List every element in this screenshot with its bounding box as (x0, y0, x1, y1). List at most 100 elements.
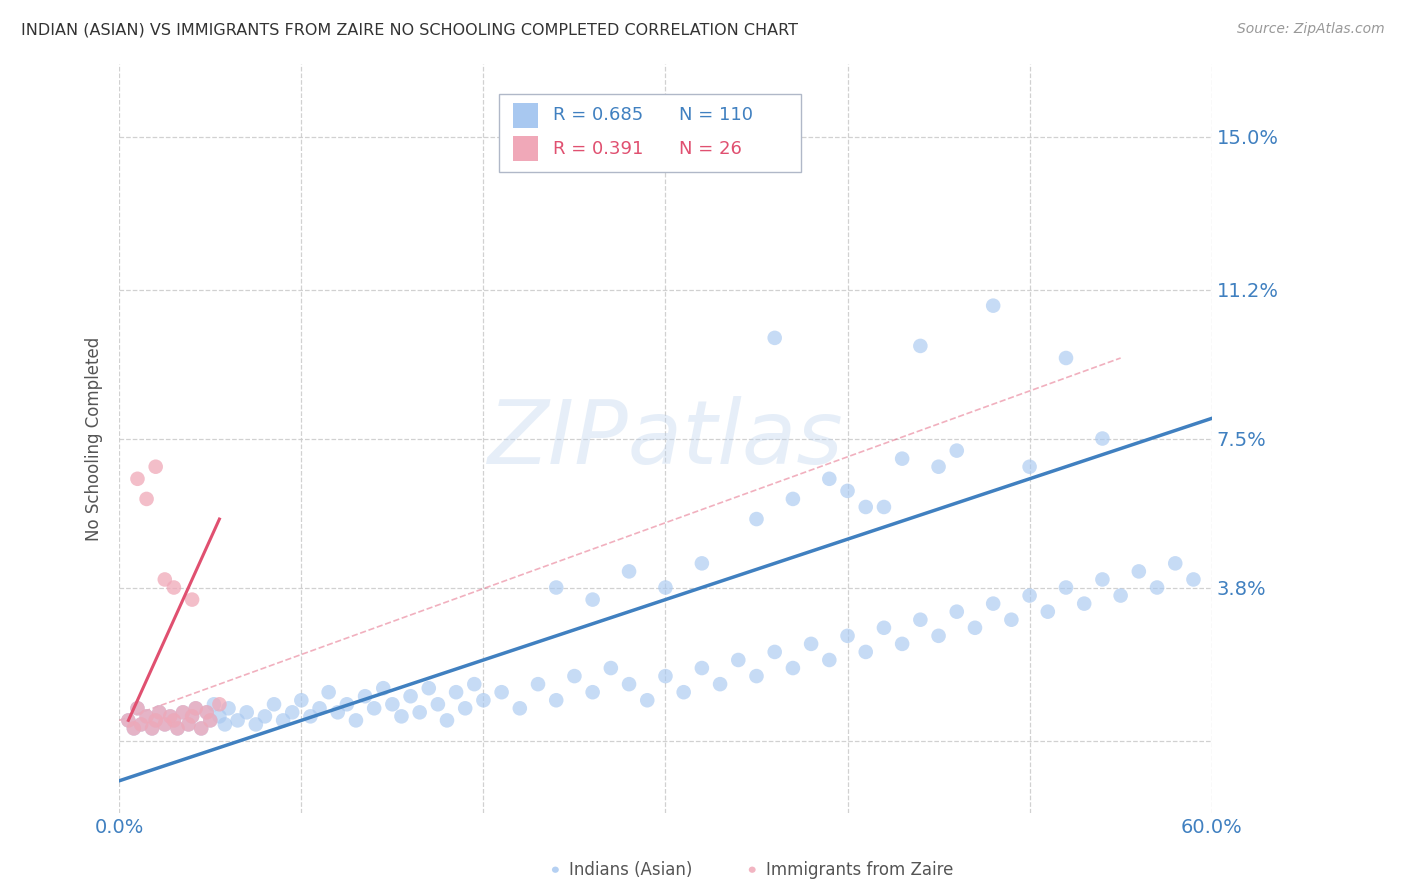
Point (381, 698, 404, 712)
Y-axis label: No Schooling Completed: No Schooling Completed (86, 336, 103, 541)
Point (195, 706, 218, 720)
Point (129, 717, 152, 731)
Point (837, 483, 859, 498)
Point (837, 629, 859, 643)
Point (122, 722, 145, 736)
Point (599, 661, 621, 675)
Point (855, 500, 877, 514)
Point (1054, 581, 1077, 595)
Point (177, 717, 200, 731)
Point (391, 709, 413, 723)
Point (159, 709, 181, 723)
Point (226, 714, 249, 728)
Point (1164, 557, 1187, 571)
Point (336, 698, 359, 712)
Point (184, 701, 207, 715)
Point (127, 701, 149, 715)
Text: N = 110: N = 110 (679, 106, 754, 124)
Point (1018, 459, 1040, 474)
Point (153, 573, 176, 587)
Point (166, 722, 188, 736)
Text: Source: ZipAtlas.com: Source: ZipAtlas.com (1237, 22, 1385, 37)
Point (344, 714, 367, 728)
Point (153, 717, 176, 731)
Point (208, 698, 231, 712)
Point (208, 709, 231, 723)
Point (1091, 432, 1114, 446)
Point (745, 512, 768, 526)
Point (727, 653, 749, 667)
Point (145, 459, 167, 474)
Point (472, 693, 495, 707)
Point (1018, 589, 1040, 603)
Point (945, 443, 967, 458)
Point (1109, 589, 1132, 603)
Point (617, 677, 640, 691)
Point (963, 621, 986, 635)
Point (1073, 597, 1095, 611)
Point (800, 637, 823, 651)
Point (399, 690, 422, 704)
Point (745, 669, 768, 683)
Text: R = 0.685: R = 0.685 (553, 106, 643, 124)
Point (463, 677, 485, 691)
Point (145, 714, 167, 728)
Point (263, 698, 285, 712)
Point (326, 706, 349, 720)
Point (408, 706, 430, 720)
Point (202, 698, 225, 712)
Point (444, 685, 467, 699)
Point (122, 722, 145, 736)
Point (763, 331, 786, 345)
Point (166, 722, 188, 736)
Point (582, 685, 605, 699)
Point (873, 621, 896, 635)
Point (200, 714, 222, 728)
Point (117, 714, 139, 728)
Point (163, 714, 186, 728)
Point (153, 717, 176, 731)
Point (782, 491, 804, 506)
Point (145, 714, 167, 728)
Point (654, 581, 676, 595)
Point (981, 299, 1004, 313)
Point (318, 685, 340, 699)
Point (818, 653, 841, 667)
Point (1182, 573, 1205, 587)
Point (200, 714, 222, 728)
Point (141, 722, 163, 736)
Point (127, 701, 149, 715)
Point (617, 565, 640, 579)
Point (1091, 573, 1114, 587)
Point (373, 681, 395, 695)
Point (271, 714, 294, 728)
Point (141, 722, 163, 736)
Point (117, 714, 139, 728)
Point (454, 701, 477, 715)
Point (163, 714, 186, 728)
Point (127, 472, 149, 486)
Point (1054, 351, 1077, 365)
Point (181, 592, 204, 607)
Point (891, 451, 914, 466)
Point (690, 557, 713, 571)
Point (308, 701, 330, 715)
Point (184, 701, 207, 715)
Point (636, 693, 658, 707)
Point (172, 706, 194, 720)
Point (654, 669, 676, 683)
Point (527, 677, 550, 691)
Point (981, 597, 1004, 611)
Text: Immigrants from Zaire: Immigrants from Zaire (766, 861, 953, 879)
Point (129, 717, 152, 731)
Point (135, 709, 157, 723)
Point (763, 645, 786, 659)
Point (709, 677, 731, 691)
Point (855, 645, 877, 659)
Point (177, 717, 200, 731)
Point (690, 661, 713, 675)
Point (873, 500, 896, 514)
Text: INDIAN (ASIAN) VS IMMIGRANTS FROM ZAIRE NO SCHOOLING COMPLETED CORRELATION CHART: INDIAN (ASIAN) VS IMMIGRANTS FROM ZAIRE … (21, 22, 799, 37)
Point (148, 706, 170, 720)
Point (910, 613, 932, 627)
